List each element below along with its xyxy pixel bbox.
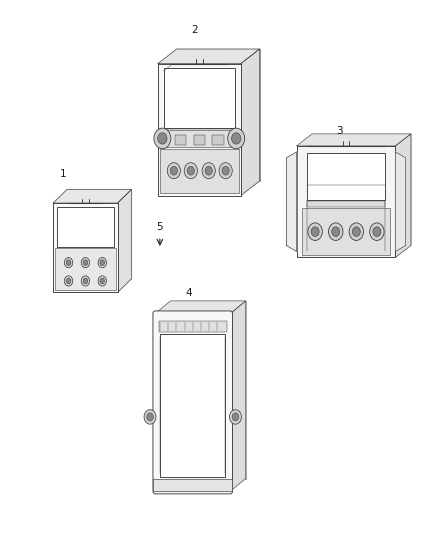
Text: 1: 1: [60, 168, 67, 179]
Circle shape: [154, 128, 171, 149]
Circle shape: [230, 410, 241, 424]
Polygon shape: [170, 301, 246, 479]
FancyBboxPatch shape: [153, 311, 233, 494]
Text: 5: 5: [156, 222, 163, 232]
Circle shape: [373, 227, 381, 237]
Bar: [159, 321, 227, 332]
Polygon shape: [53, 190, 131, 203]
Bar: [159, 130, 239, 147]
Bar: [175, 135, 186, 145]
Bar: [158, 63, 241, 196]
Bar: [302, 208, 390, 255]
Polygon shape: [286, 152, 297, 252]
Circle shape: [332, 227, 340, 237]
Polygon shape: [396, 134, 411, 257]
Polygon shape: [230, 301, 246, 491]
Circle shape: [81, 257, 90, 268]
Circle shape: [66, 278, 71, 284]
Polygon shape: [297, 134, 411, 146]
Text: 2: 2: [191, 25, 198, 35]
Circle shape: [98, 276, 106, 286]
Text: 4: 4: [185, 288, 192, 298]
Circle shape: [158, 133, 167, 144]
Bar: [55, 248, 116, 290]
Circle shape: [311, 227, 319, 237]
Circle shape: [83, 260, 88, 265]
Circle shape: [83, 278, 88, 284]
Bar: [212, 135, 224, 145]
Circle shape: [205, 166, 212, 175]
Circle shape: [98, 257, 106, 268]
Circle shape: [232, 413, 239, 421]
Circle shape: [184, 163, 198, 179]
Circle shape: [100, 260, 105, 265]
Polygon shape: [177, 49, 260, 181]
Circle shape: [64, 257, 73, 268]
Circle shape: [66, 260, 71, 265]
Polygon shape: [67, 190, 131, 279]
Bar: [297, 146, 396, 257]
Bar: [307, 201, 385, 207]
Circle shape: [328, 223, 343, 240]
Circle shape: [170, 166, 177, 175]
Bar: [53, 203, 117, 293]
Circle shape: [349, 223, 364, 240]
Bar: [307, 153, 385, 200]
Circle shape: [144, 410, 156, 424]
Polygon shape: [241, 49, 260, 196]
Circle shape: [370, 223, 384, 240]
Circle shape: [147, 413, 153, 421]
Bar: [159, 149, 239, 193]
Polygon shape: [155, 301, 246, 313]
Circle shape: [308, 223, 322, 240]
Bar: [163, 68, 235, 128]
Circle shape: [64, 276, 73, 286]
Polygon shape: [117, 190, 131, 293]
Bar: [194, 135, 205, 145]
Circle shape: [100, 278, 105, 284]
Circle shape: [202, 163, 215, 179]
Circle shape: [232, 133, 241, 144]
Circle shape: [228, 128, 245, 149]
Circle shape: [219, 163, 232, 179]
Circle shape: [81, 276, 90, 286]
Circle shape: [222, 166, 229, 175]
Bar: [153, 479, 232, 491]
Circle shape: [187, 166, 194, 175]
Text: 3: 3: [336, 126, 343, 136]
Polygon shape: [312, 134, 411, 245]
Bar: [57, 207, 114, 247]
Circle shape: [352, 227, 360, 237]
Circle shape: [167, 163, 180, 179]
Polygon shape: [396, 152, 406, 252]
Polygon shape: [158, 49, 260, 63]
Bar: [160, 334, 225, 477]
